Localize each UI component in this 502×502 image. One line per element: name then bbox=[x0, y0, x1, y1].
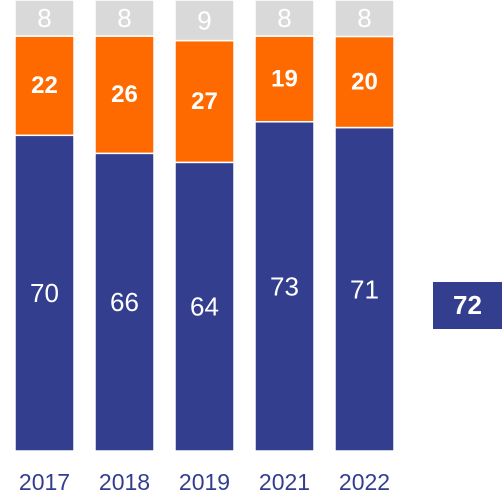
bar-segment bbox=[254, 0, 315, 37]
bar-segment bbox=[94, 152, 155, 452]
bar-segment bbox=[94, 0, 155, 37]
bar-segment bbox=[14, 134, 75, 452]
bar-value-label: 27 bbox=[191, 88, 218, 115]
bar-segment bbox=[334, 0, 395, 38]
bar-value-label: 20 bbox=[351, 69, 378, 96]
bar-value-label: 8 bbox=[37, 3, 51, 33]
bar-value-label: 66 bbox=[110, 287, 139, 317]
bar-segment bbox=[14, 35, 75, 137]
bar-value-label: 64 bbox=[190, 292, 219, 322]
bar-segment bbox=[334, 35, 395, 129]
bar-segment bbox=[174, 39, 235, 164]
bar-value-label: 8 bbox=[357, 3, 371, 33]
x-tick-label: 2019 bbox=[179, 469, 230, 495]
bar-segment bbox=[14, 0, 75, 37]
x-tick-label: 2017 bbox=[19, 469, 70, 495]
x-tick-label: 2018 bbox=[99, 469, 150, 495]
bar-value-label: 8 bbox=[277, 3, 291, 33]
bar-value-label: 8 bbox=[117, 3, 131, 33]
bar-segment bbox=[174, 0, 235, 42]
bar-value-label: 19 bbox=[271, 65, 298, 92]
bar-segment bbox=[254, 121, 315, 452]
bar-value-label: 70 bbox=[30, 278, 59, 308]
bar-value-label: 22 bbox=[31, 72, 58, 99]
x-tick-label: 2021 bbox=[259, 469, 310, 495]
bar-segment bbox=[94, 35, 155, 155]
bar-value-label: 71 bbox=[350, 274, 379, 304]
x-tick-label: 2022 bbox=[339, 469, 390, 495]
side-value-badge: 72 bbox=[433, 282, 502, 329]
bar-value-label: 9 bbox=[197, 5, 211, 35]
bar-segment bbox=[174, 161, 235, 452]
bar-value-label: 26 bbox=[111, 81, 138, 108]
bar-value-label: 73 bbox=[270, 271, 299, 301]
bar-segment bbox=[334, 126, 395, 452]
